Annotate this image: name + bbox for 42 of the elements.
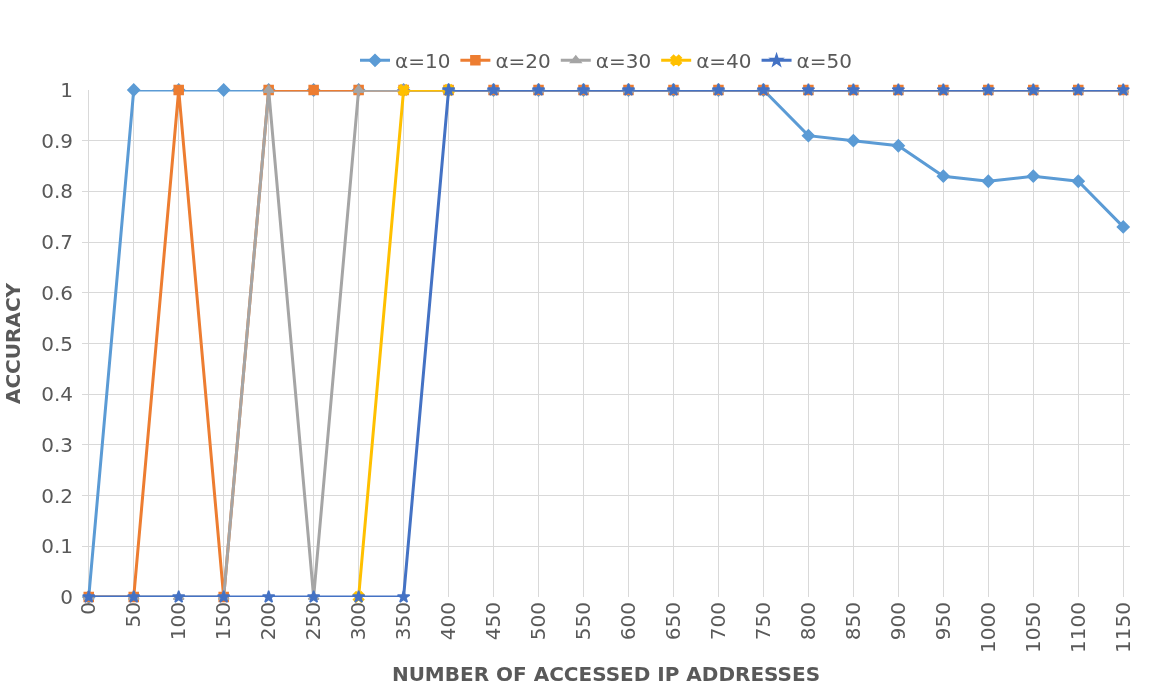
- x-tick-label: 100: [166, 602, 191, 641]
- x-tick-label: 50: [121, 602, 146, 628]
- y-tick-label: 0.5: [41, 331, 73, 356]
- y-tick-label: 0.4: [41, 382, 73, 407]
- y-tick-label: 0: [60, 585, 73, 609]
- y-tick-label: 0.6: [41, 280, 73, 305]
- x-tick-label: 450: [481, 602, 506, 641]
- y-tick-label: 0.9: [41, 128, 73, 153]
- legend-label: α=20: [495, 49, 551, 74]
- x-tick-label: 300: [346, 602, 371, 641]
- legend-label: α=10: [395, 49, 451, 74]
- x-tick-label: 550: [571, 602, 596, 641]
- x-tick-label: 850: [840, 602, 865, 641]
- x-tick-label: 150: [211, 602, 236, 641]
- x-tick-label: 1150: [1110, 602, 1135, 653]
- y-axis-title: ACCURACY: [0, 282, 25, 405]
- x-tick-label: 950: [930, 602, 955, 641]
- x-tick-label: 900: [885, 602, 910, 641]
- x-tick-label: 1050: [1020, 602, 1045, 653]
- legend-label: α=40: [696, 49, 752, 74]
- x-tick-label: 200: [256, 602, 281, 641]
- x-axis-title: NUMBER OF ACCESSED IP ADDRESSES: [391, 662, 821, 687]
- x-tick-label: 650: [660, 602, 685, 641]
- x-tick-label: 800: [795, 602, 820, 641]
- y-tick-label: 0.8: [41, 179, 73, 204]
- x-tick-label: 1000: [975, 602, 1000, 653]
- x-tick-label: 1100: [1065, 602, 1090, 653]
- y-tick-label: 0.2: [41, 483, 73, 508]
- x-tick-label: 250: [301, 602, 326, 641]
- x-tick-label: 400: [436, 602, 461, 641]
- x-tick-label: 750: [750, 602, 775, 641]
- x-tick-label: 350: [391, 602, 416, 641]
- legend-label: α=50: [796, 49, 852, 74]
- x-tick-label: 700: [705, 602, 730, 641]
- y-tick-label: 0.1: [41, 534, 73, 559]
- x-tick-label: 600: [615, 602, 640, 641]
- y-tick-label: 0.3: [41, 432, 73, 457]
- y-tick-label: 0.7: [41, 230, 73, 255]
- x-tick-label: 0: [76, 602, 101, 615]
- x-tick-label: 500: [526, 602, 551, 641]
- y-tick-label: 1: [60, 78, 73, 102]
- legend-label: α=30: [595, 49, 652, 74]
